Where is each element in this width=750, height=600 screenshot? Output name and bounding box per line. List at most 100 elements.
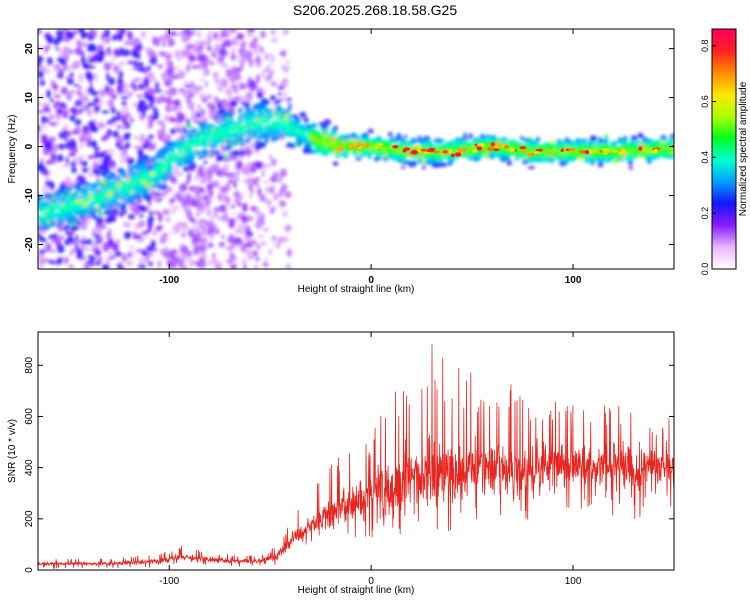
heatmap-signal-cell (257, 91, 263, 99)
heatmap-noise-cell (149, 210, 153, 216)
heatmap-noise-cell (256, 243, 260, 251)
heatmap-signal-cell (323, 134, 328, 139)
heatmap-signal-cell (302, 129, 307, 134)
heatmap-noise-cell (219, 144, 226, 148)
heatmap-signal-cell (158, 163, 166, 170)
heatmap-noise-cell (162, 208, 171, 216)
heatmap-signal-cell (80, 213, 86, 217)
heatmap-noise-cell (169, 37, 175, 47)
colorbar-gradient (711, 28, 737, 270)
heatmap-signal-cell (117, 167, 124, 174)
heatmap-signal-cell (220, 108, 226, 113)
heatmap-signal-cell (532, 140, 538, 145)
heatmap-signal-cell (321, 123, 329, 129)
heatmap-signal-cell (337, 146, 345, 152)
snr-y-axis-label: SNR (10 * v/v) (7, 419, 18, 483)
heatmap-noise-cell (47, 39, 54, 44)
heatmap-noise-cell (230, 171, 235, 178)
heatmap-noise-cell (133, 60, 138, 69)
heatmap-noise-cell (271, 235, 277, 242)
spectrogram-y-tick-label: 10 (24, 92, 35, 104)
heatmap-noise-cell (96, 146, 100, 152)
heatmap-noise-cell (40, 81, 46, 86)
heatmap-signal-cell (38, 206, 43, 214)
heatmap-noise-cell (137, 61, 144, 67)
heatmap-signal-cell (303, 139, 312, 143)
heatmap-signal-cell (275, 131, 282, 136)
heatmap-noise-cell (283, 78, 288, 82)
heatmap-signal-cell (61, 190, 70, 198)
heatmap-noise-cell (78, 85, 82, 89)
heatmap-signal-cell (257, 118, 266, 122)
heatmap-noise-cell (210, 151, 214, 159)
heatmap-noise-cell (138, 219, 146, 228)
heatmap-signal-cell (109, 194, 116, 198)
heatmap-noise-cell (195, 227, 200, 232)
heatmap-signal-cell (554, 143, 559, 150)
heatmap-signal-cell (156, 175, 162, 182)
heatmap-noise-cell (222, 62, 228, 69)
heatmap-noise-cell (65, 156, 69, 164)
heatmap-noise-cell (234, 227, 238, 234)
heatmap-noise-cell (146, 165, 151, 169)
colorbar-label: Normalized spectral amplitude (738, 81, 749, 216)
heatmap-noise-cell (281, 183, 288, 191)
heatmap-noise-cell (186, 210, 193, 219)
heatmap-noise-cell (86, 108, 94, 116)
heatmap-signal-cell (275, 108, 280, 115)
heatmap-signal-cell (156, 170, 164, 174)
heatmap-noise-cell (153, 247, 158, 252)
heatmap-signal-cell (631, 155, 638, 159)
heatmap-peak-cell (374, 145, 379, 149)
heatmap-signal-cell (285, 121, 292, 127)
heatmap-noise-cell (192, 217, 196, 226)
heatmap-signal-cell (46, 194, 54, 199)
heatmap-signal-cell (88, 210, 93, 217)
heatmap-noise-cell (240, 96, 244, 101)
heatmap-noise-cell (147, 219, 151, 228)
heatmap-noise-cell (159, 248, 165, 255)
heatmap-noise-cell (217, 87, 224, 92)
heatmap-signal-cell (437, 153, 443, 158)
heatmap-noise-cell (249, 61, 254, 68)
heatmap-signal-cell (295, 135, 303, 142)
heatmap-noise-cell (209, 60, 215, 66)
heatmap-noise-cell (88, 75, 93, 82)
heatmap-signal-cell (623, 136, 628, 142)
heatmap-signal-cell (123, 181, 128, 185)
heatmap-peak-cell (599, 149, 603, 153)
heatmap-signal-cell (59, 217, 63, 221)
heatmap-signal-cell (187, 142, 195, 148)
heatmap-noise-cell (213, 77, 220, 84)
spectrogram-y-tick-label: 0 (24, 143, 35, 149)
heatmap-signal-cell (110, 173, 116, 180)
heatmap-signal-cell (163, 158, 168, 162)
heatmap-noise-cell (78, 72, 84, 83)
heatmap-noise-cell (185, 42, 193, 51)
heatmap-noise-cell (157, 260, 162, 269)
heatmap-signal-cell (432, 162, 437, 168)
heatmap-noise-cell (180, 33, 188, 43)
heatmap-noise-cell (247, 254, 253, 261)
heatmap-signal-cell (310, 128, 317, 132)
heatmap-cloud (38, 29, 674, 269)
heatmap-noise-cell (200, 219, 206, 223)
heatmap-noise-cell (186, 64, 191, 73)
heatmap-noise-cell (135, 248, 144, 253)
snr-ticks: -100 0 100 0 200 400 600 800 (24, 332, 674, 587)
heatmap-signal-cell (633, 150, 637, 155)
heatmap-signal-cell (103, 209, 111, 216)
heatmap-signal-cell (72, 192, 78, 199)
heatmap-noise-cell (254, 47, 258, 56)
heatmap-noise-cell (76, 248, 83, 258)
heatmap-peak-cell (410, 150, 419, 155)
heatmap-noise-cell (237, 223, 246, 233)
snr-x-tick-label: 100 (565, 576, 582, 587)
heatmap-signal-cell (238, 107, 242, 114)
heatmap-noise-cell (46, 45, 52, 49)
heatmap-noise-cell (184, 205, 191, 209)
heatmap-noise-cell (241, 257, 247, 266)
heatmap-signal-cell (329, 141, 335, 147)
heatmap-signal-cell (206, 151, 212, 157)
